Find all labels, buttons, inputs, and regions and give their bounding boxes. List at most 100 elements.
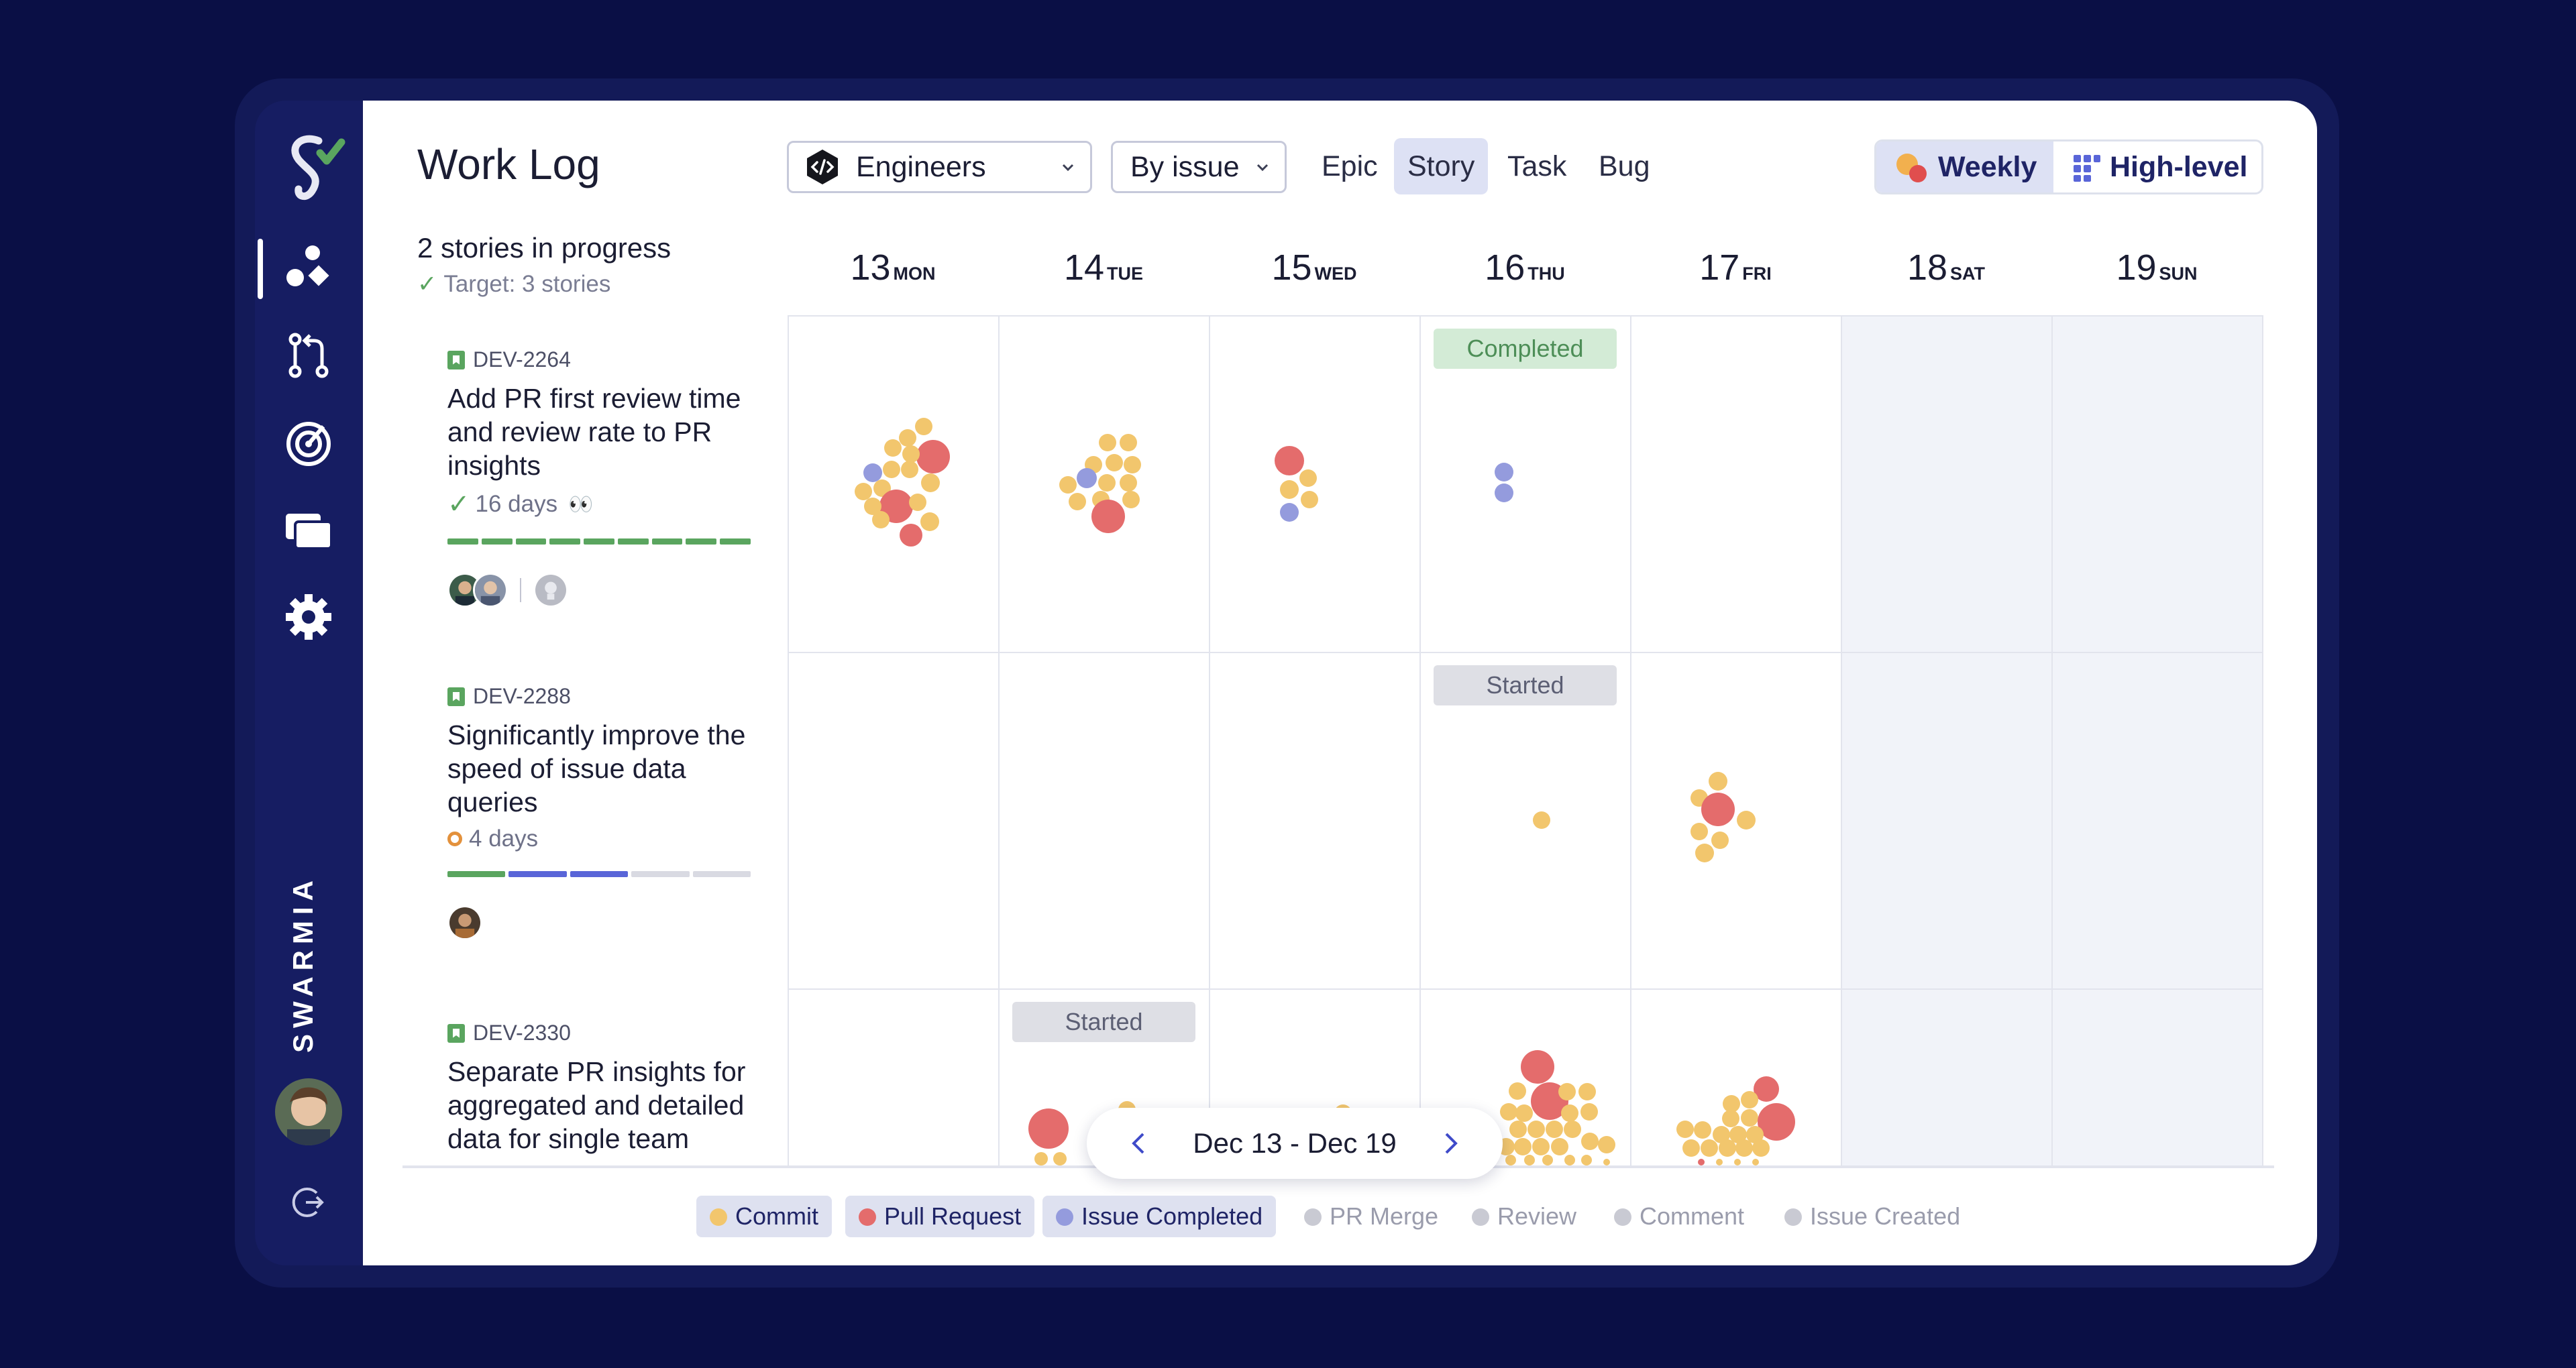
commit-dot[interactable] — [1509, 1082, 1526, 1100]
commit-dot[interactable] — [1719, 1139, 1736, 1157]
pull-request-dot[interactable] — [1275, 446, 1304, 475]
issue-row[interactable]: DEV-2288 Significantly improve the speed… — [447, 684, 756, 940]
commit-dot[interactable] — [1124, 456, 1141, 473]
radar-icon[interactable] — [282, 416, 335, 469]
commit-dot[interactable] — [1558, 1083, 1576, 1100]
commit-dot[interactable] — [1533, 811, 1550, 829]
pull-request-dot[interactable] — [900, 524, 922, 547]
commit-dot[interactable] — [1500, 1103, 1517, 1121]
group-by-dropdown[interactable]: By issue — [1111, 141, 1287, 193]
commit-dot[interactable] — [899, 429, 916, 447]
filter-bug[interactable]: Bug — [1599, 150, 1650, 182]
issue-completed-dot[interactable] — [1495, 463, 1513, 481]
commit-dot[interactable] — [921, 473, 940, 492]
commit-dot[interactable] — [1690, 823, 1708, 840]
pull-request-dot[interactable] — [1028, 1108, 1069, 1149]
commit-dot[interactable] — [901, 461, 918, 478]
commit-dot[interactable] — [1752, 1139, 1770, 1157]
legend-issue-completed[interactable]: Issue Completed — [1042, 1196, 1277, 1237]
legend-issue-created[interactable]: Issue Created — [1782, 1196, 1974, 1237]
legend-comment[interactable]: Comment — [1611, 1196, 1758, 1237]
commit-dot[interactable] — [1551, 1138, 1568, 1155]
commit-dot[interactable] — [1564, 1121, 1581, 1138]
issue-row[interactable]: DEV-2264 Add PR first review time and re… — [447, 347, 756, 608]
commit-dot[interactable] — [1532, 1138, 1550, 1155]
issue-completed-dot[interactable] — [1077, 468, 1097, 488]
legend-pull-request[interactable]: Pull Request — [845, 1196, 1035, 1237]
chevron-left-icon[interactable] — [1126, 1130, 1152, 1157]
settings-icon[interactable] — [282, 590, 335, 644]
commit-dot[interactable] — [1711, 832, 1729, 849]
commit-dot[interactable] — [1561, 1104, 1578, 1122]
commit-dot[interactable] — [883, 461, 900, 478]
commit-dot[interactable] — [1716, 1159, 1723, 1165]
pull-request-dot[interactable] — [1521, 1050, 1554, 1084]
commit-dot[interactable] — [902, 445, 920, 463]
commit-dot[interactable] — [1722, 1110, 1739, 1127]
commit-dot[interactable] — [1098, 474, 1116, 492]
commit-dot[interactable] — [1542, 1155, 1553, 1165]
commit-dot[interactable] — [872, 511, 890, 528]
commit-dot[interactable] — [1515, 1104, 1533, 1122]
commit-dot[interactable] — [1581, 1155, 1592, 1165]
commit-dot[interactable] — [1099, 434, 1116, 451]
commit-dot[interactable] — [1505, 1155, 1516, 1165]
commit-dot[interactable] — [1069, 493, 1086, 510]
logout-icon[interactable] — [290, 1184, 327, 1221]
commit-dot[interactable] — [1723, 1095, 1740, 1113]
pull-request-icon[interactable] — [282, 329, 335, 382]
work-log-icon[interactable] — [282, 241, 335, 295]
commit-dot[interactable] — [855, 483, 872, 500]
view-weekly[interactable]: Weekly — [1938, 151, 2037, 183]
commit-dot[interactable] — [1694, 1121, 1711, 1139]
legend-review[interactable]: Review — [1469, 1196, 1590, 1237]
view-high-level[interactable]: High-level — [2110, 151, 2248, 183]
commit-dot[interactable] — [1514, 1138, 1532, 1155]
chevron-right-icon[interactable] — [1437, 1130, 1464, 1157]
cards-icon[interactable] — [282, 503, 335, 557]
commit-dot[interactable] — [1580, 1103, 1598, 1121]
commit-dot[interactable] — [909, 494, 926, 511]
commit-dot[interactable] — [1695, 844, 1714, 862]
commit-dot[interactable] — [915, 418, 932, 435]
legend-pr-merge[interactable]: PR Merge — [1301, 1196, 1452, 1237]
commit-dot[interactable] — [920, 512, 939, 531]
filter-story[interactable]: Story — [1394, 138, 1489, 194]
issue-title[interactable]: Significantly improve the speed of issue… — [447, 720, 746, 817]
commit-dot[interactable] — [1682, 1139, 1700, 1157]
commit-dot[interactable] — [1741, 1091, 1758, 1108]
commit-dot[interactable] — [1701, 1139, 1718, 1157]
commit-dot[interactable] — [1299, 469, 1317, 487]
commit-dot[interactable] — [1676, 1121, 1694, 1138]
commit-dot[interactable] — [1301, 491, 1318, 508]
commit-dot[interactable] — [1581, 1133, 1599, 1150]
pull-request-dot[interactable] — [1701, 793, 1735, 826]
commit-dot[interactable] — [1120, 434, 1137, 451]
commit-dot[interactable] — [1737, 811, 1756, 830]
commit-dot[interactable] — [1527, 1121, 1545, 1138]
commit-dot[interactable] — [1603, 1159, 1610, 1165]
commit-dot[interactable] — [1741, 1109, 1758, 1127]
legend-commit[interactable]: Commit — [696, 1196, 832, 1237]
pull-request-dot[interactable] — [1758, 1103, 1795, 1141]
filter-task[interactable]: Task — [1507, 150, 1567, 182]
avatar[interactable] — [473, 573, 508, 608]
commit-dot[interactable] — [1752, 1159, 1759, 1165]
user-avatar[interactable] — [275, 1078, 342, 1145]
commit-dot[interactable] — [1524, 1155, 1535, 1165]
issue-completed-dot[interactable] — [1495, 483, 1513, 502]
team-dropdown[interactable]: Engineers — [787, 141, 1092, 193]
commit-dot[interactable] — [884, 439, 902, 457]
pull-request-dot[interactable] — [1698, 1159, 1705, 1165]
commit-dot[interactable] — [1059, 476, 1077, 494]
commit-dot[interactable] — [1598, 1136, 1615, 1153]
issue-completed-dot[interactable] — [863, 463, 882, 482]
commit-dot[interactable] — [1034, 1152, 1048, 1165]
commit-dot[interactable] — [1734, 1159, 1741, 1165]
issue-row[interactable]: DEV-2330 Separate PR insights for aggreg… — [447, 1021, 756, 1155]
commit-dot[interactable] — [1122, 491, 1140, 508]
commit-dot[interactable] — [1280, 480, 1299, 499]
issue-completed-dot[interactable] — [1280, 503, 1299, 522]
commit-dot[interactable] — [1735, 1139, 1753, 1157]
issue-title[interactable]: Separate PR insights for aggregated and … — [447, 1056, 746, 1154]
